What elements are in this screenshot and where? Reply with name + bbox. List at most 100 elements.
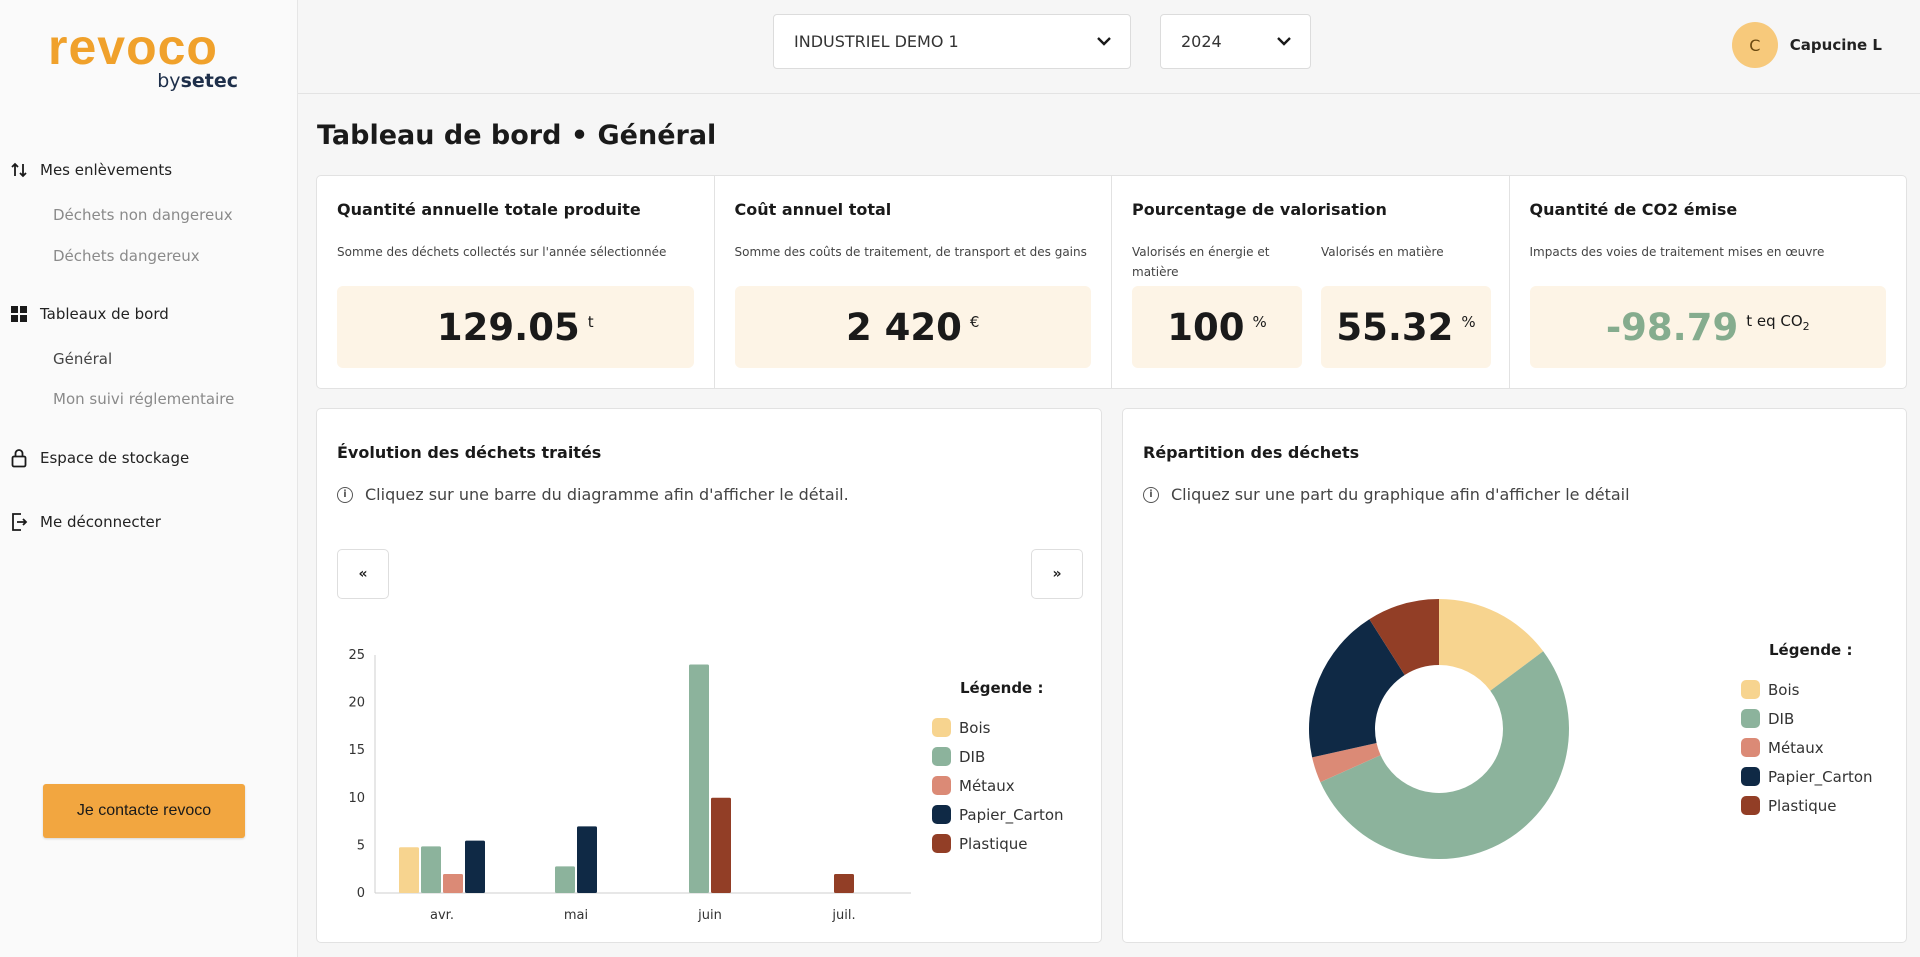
info-icon: i <box>1143 486 1159 503</box>
kpi-value-box: -98.79 t eq CO2 <box>1529 286 1886 368</box>
lock-icon <box>8 447 30 469</box>
nav-deconnecter[interactable]: Me déconnecter <box>8 511 161 533</box>
panel-title: Évolution des déchets traités <box>337 443 602 462</box>
nav-sub-general[interactable]: Général <box>53 350 113 368</box>
year-select-value: 2024 <box>1181 32 1222 51</box>
pie-slice-m-taux[interactable] <box>1312 742 1381 783</box>
legend-swatch <box>932 805 951 824</box>
legend-label: Bois <box>959 718 991 737</box>
kpi-row: Quantité annuelle totale produite Somme … <box>316 175 1907 389</box>
pie-slice-bois[interactable] <box>1439 599 1544 691</box>
kpi-title: Quantité annuelle totale produite <box>337 200 641 219</box>
kpi-value: 100 <box>1167 305 1245 349</box>
legend-swatch <box>1741 767 1760 786</box>
pie-legend-item-bois[interactable]: Bois <box>1741 675 1873 704</box>
bar-avr-dib[interactable] <box>421 846 441 893</box>
nav-label: Tableaux de bord <box>40 305 169 323</box>
pie-legend-item-papier-carton[interactable]: Papier_Carton <box>1741 762 1873 791</box>
legend-label: Métaux <box>1768 738 1824 757</box>
kpi-value: 2 420 <box>846 305 962 349</box>
legend-swatch <box>1741 709 1760 728</box>
kpi-unit: % <box>1252 313 1267 331</box>
pie-chart-panel: Répartition des déchets i Cliquez sur un… <box>1122 408 1907 943</box>
kpi-value-box: 100 % <box>1132 286 1302 368</box>
x-tick-label: avr. <box>430 908 454 923</box>
avatar: C <box>1731 22 1778 68</box>
kpi-description: Valorisés en matière <box>1321 245 1444 259</box>
nav-sub-suivi-reglementaire[interactable]: Mon suivi réglementaire <box>53 390 235 408</box>
nav-label: Mes enlèvements <box>40 161 173 179</box>
pie-slice-dib[interactable] <box>1320 651 1569 859</box>
bar-avr-papier-carton[interactable] <box>465 840 485 893</box>
revoco-logo[interactable]: revoco bysetec <box>48 22 248 92</box>
pie-legend-item-m-taux[interactable]: Métaux <box>1741 733 1873 762</box>
bar-mai-dib[interactable] <box>555 866 575 893</box>
kpi-valorisation-card: Pourcentage de valorisation Valorisés en… <box>1112 176 1510 388</box>
y-tick-label: 5 <box>357 838 365 853</box>
legend-label: Papier_Carton <box>959 805 1064 824</box>
kpi-value-box: 2 420 € <box>734 286 1091 368</box>
legend-swatch <box>932 747 951 766</box>
user-menu[interactable]: C Capucine L <box>1731 22 1882 68</box>
kpi-description: Somme des déchets collectés sur l'année … <box>337 245 667 259</box>
bar-avr-bois[interactable] <box>399 847 419 893</box>
bar-juin-dib[interactable] <box>689 664 709 893</box>
previous-period-button[interactable]: « <box>337 549 389 599</box>
kpi-value-box: 55.32 % <box>1321 286 1491 368</box>
next-period-button[interactable]: » <box>1031 549 1083 599</box>
nav-espace-stockage[interactable]: Espace de stockage <box>8 447 189 469</box>
panel-hint: i Cliquez sur une part du graphique afin… <box>1143 485 1630 504</box>
kpi-material-split: Valorisés en matière 55.32 % <box>1321 176 1491 388</box>
legend-items: Bois DIB Métaux Papier_Carton Plastique <box>932 713 1064 858</box>
kpi-value: 55.32 <box>1336 305 1454 349</box>
kpi-quantity-card: Quantité annuelle totale produite Somme … <box>317 176 715 388</box>
legend-swatch <box>1741 680 1760 699</box>
chevron-down-icon <box>1097 37 1111 46</box>
kpi-unit-subscript: 2 <box>1802 319 1810 333</box>
nav-sub-dechets-dangereux[interactable]: Déchets dangereux <box>53 247 200 265</box>
logout-icon <box>8 511 30 533</box>
pie-slice-papier-carton[interactable] <box>1309 619 1405 758</box>
pie-slice-plastique[interactable] <box>1369 599 1439 675</box>
legend-swatch <box>932 834 951 853</box>
panel-hint: i Cliquez sur une barre du diagramme afi… <box>337 485 849 504</box>
logo-sub-prefix: by <box>157 70 181 92</box>
bar-legend-item-bois[interactable]: Bois <box>932 713 1064 742</box>
sidebar: revoco bysetec Mes enlèvements Déchets n… <box>0 0 298 957</box>
bar-mai-papier-carton[interactable] <box>577 826 597 893</box>
year-select[interactable]: 2024 <box>1160 14 1311 69</box>
site-select[interactable]: INDUSTRIEL DEMO 1 <box>773 14 1131 69</box>
page-title: Tableau de bord • Général <box>317 120 717 151</box>
pie-legend-item-dib[interactable]: DIB <box>1741 704 1873 733</box>
nav-mes-enlevements[interactable]: Mes enlèvements <box>8 159 172 181</box>
legend-title: Légende : <box>1769 641 1853 659</box>
bar-juil-plastique[interactable] <box>834 873 854 893</box>
bar-avr-m-taux[interactable] <box>443 873 463 893</box>
pie-legend-item-plastique[interactable]: Plastique <box>1741 791 1873 820</box>
legend-items: Bois DIB Métaux Papier_Carton Plastique <box>1741 675 1873 820</box>
kpi-title: Coût annuel total <box>734 200 892 219</box>
top-header: INDUSTRIEL DEMO 1 2024 C Capucine L <box>298 0 1920 94</box>
legend-swatch <box>932 776 951 795</box>
legend-title: Légende : <box>960 679 1044 697</box>
kpi-unit: % <box>1461 313 1476 331</box>
nav-tableaux-de-bord[interactable]: Tableaux de bord <box>8 303 169 325</box>
bar-legend-item-plastique[interactable]: Plastique <box>932 829 1064 858</box>
x-tick-label: juil. <box>831 908 855 923</box>
bar-juin-plastique[interactable] <box>711 797 731 893</box>
legend-label: Bois <box>1768 680 1800 699</box>
nav-label: Me déconnecter <box>40 513 161 531</box>
kpi-description: Impacts des voies de traitement mises en… <box>1529 245 1825 259</box>
kpi-value-box: 129.05 t <box>337 286 694 368</box>
nav-sub-dechets-non-dangereux[interactable]: Déchets non dangereux <box>53 206 233 224</box>
bar-legend-item-m-taux[interactable]: Métaux <box>932 771 1064 800</box>
kpi-value: -98.79 <box>1605 305 1739 349</box>
hint-text: Cliquez sur une barre du diagramme afin … <box>365 485 849 504</box>
nav-label: Espace de stockage <box>40 449 190 467</box>
contact-revoco-button[interactable]: Je contacte revoco <box>43 784 245 838</box>
pie-chart-legend: Légende : Bois DIB Métaux Papier_Carton Plas… <box>1741 641 1873 820</box>
bar-chart: 0 5 10 15 20 25 avr. mai juin juil. <box>348 648 911 923</box>
bar-legend-item-papier-carton[interactable]: Papier_Carton <box>932 800 1064 829</box>
bar-legend-item-dib[interactable]: DIB <box>932 742 1064 771</box>
panel-title: Répartition des déchets <box>1143 443 1360 462</box>
